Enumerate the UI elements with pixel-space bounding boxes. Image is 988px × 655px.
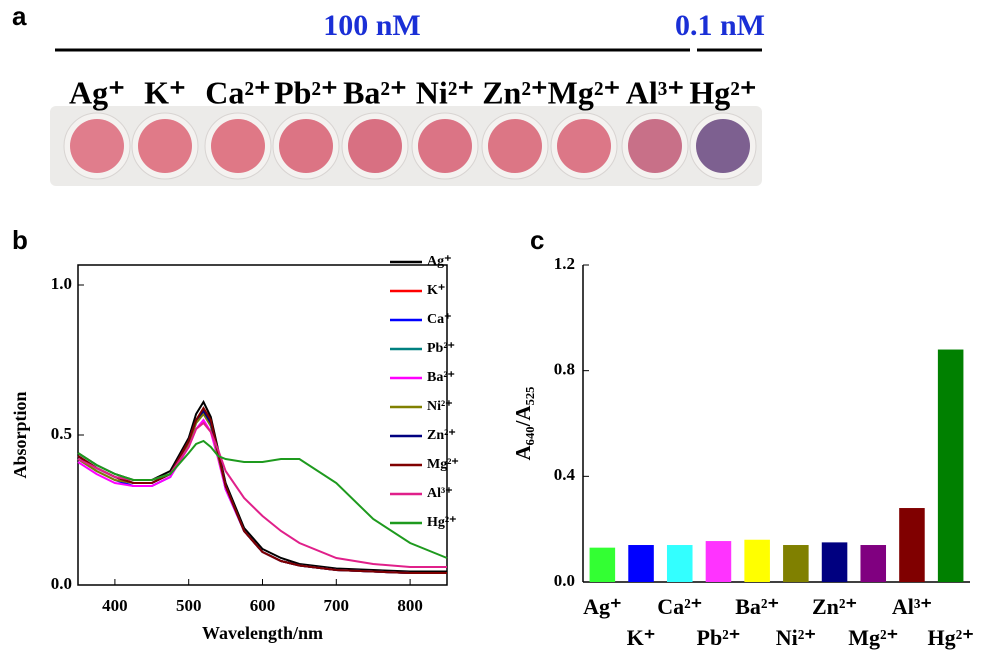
y-tick-label: 1.2 xyxy=(554,254,575,273)
x-tick-label: K⁺ xyxy=(627,625,656,650)
x-tick-label: 800 xyxy=(397,596,423,615)
line-series xyxy=(77,406,447,574)
x-tick-label: Pb²⁺ xyxy=(697,625,741,650)
x-tick-label: Ca²⁺ xyxy=(657,594,702,619)
concentration: 0.1 nM xyxy=(675,9,765,42)
bar xyxy=(666,545,693,582)
x-tick-label: Mg²⁺ xyxy=(848,625,898,650)
x-tick-label: 400 xyxy=(102,596,128,615)
ion-label: Mg²⁺ xyxy=(548,74,621,110)
well xyxy=(696,119,750,173)
ion-label: Ca²⁺ xyxy=(205,74,271,110)
bar xyxy=(899,508,925,582)
legend-label: Hg²⁺ xyxy=(427,515,456,530)
panel-label: a xyxy=(12,1,27,31)
legend-label: Ni²⁺ xyxy=(427,399,453,414)
legend-label: Zn²⁺ xyxy=(427,428,456,443)
ion-label: Ba²⁺ xyxy=(343,74,407,110)
bar xyxy=(783,545,809,582)
bar xyxy=(937,349,964,582)
legend-label: Al³⁺ xyxy=(427,486,453,501)
x-tick-label: Ni²⁺ xyxy=(776,625,816,650)
well xyxy=(628,119,682,173)
y-tick-label: 0.5 xyxy=(51,424,72,443)
y-tick-label: 0.4 xyxy=(554,465,576,484)
legend-label: Ca⁺ xyxy=(427,312,452,327)
y-tick-label: 0.0 xyxy=(554,571,575,590)
well xyxy=(488,119,542,173)
x-tick-label: Al³⁺ xyxy=(892,594,932,619)
well xyxy=(211,119,265,173)
y-tick-label: 0.0 xyxy=(51,574,72,593)
ion-label: K⁺ xyxy=(144,74,186,110)
x-tick-label: 500 xyxy=(176,596,202,615)
x-tick-label: Ba²⁺ xyxy=(735,594,779,619)
panel-label: c xyxy=(530,225,544,255)
bar xyxy=(705,541,732,582)
x-tick-label: Ag⁺ xyxy=(583,594,622,619)
bar xyxy=(628,545,654,582)
well xyxy=(348,119,402,173)
ion-label: Zn²⁺ xyxy=(482,74,548,110)
x-tick-label: 700 xyxy=(324,596,350,615)
well xyxy=(138,119,192,173)
legend-label: Ag⁺ xyxy=(427,254,452,269)
bar xyxy=(860,545,887,582)
ion-label: Al³⁺ xyxy=(626,74,684,110)
panel-label: b xyxy=(12,225,28,255)
legend-label: Ba²⁺ xyxy=(427,370,455,385)
legend-label: K⁺ xyxy=(427,283,445,298)
y-tick-label: 0.8 xyxy=(554,360,575,379)
plot-frame xyxy=(77,264,448,586)
bar xyxy=(821,542,848,582)
ion-label: Hg²⁺ xyxy=(689,74,756,110)
ion-label: Ag⁺ xyxy=(69,74,125,110)
concentration: 100 nM xyxy=(323,9,421,42)
line-series xyxy=(77,439,448,559)
y-axis-label: Absorption xyxy=(10,391,30,478)
well xyxy=(557,119,611,173)
x-axis-label: Wavelength/nm xyxy=(202,623,323,643)
x-tick-label: Hg²⁺ xyxy=(927,625,973,650)
ion-label: Pb²⁺ xyxy=(274,74,338,110)
legend-label: Mg²⁺ xyxy=(427,457,459,472)
x-tick-label: 600 xyxy=(250,596,276,615)
y-axis-label: A₆₄₀/A₅₂₅ xyxy=(511,387,535,461)
y-tick-label: 1.0 xyxy=(51,274,72,293)
well xyxy=(418,119,472,173)
legend-label: Pb²⁺ xyxy=(427,341,455,356)
ion-label: Ni²⁺ xyxy=(416,74,474,110)
x-tick-label: Zn²⁺ xyxy=(812,594,857,619)
well xyxy=(70,119,124,173)
bar xyxy=(744,539,770,582)
bar xyxy=(589,547,616,582)
well xyxy=(279,119,333,173)
